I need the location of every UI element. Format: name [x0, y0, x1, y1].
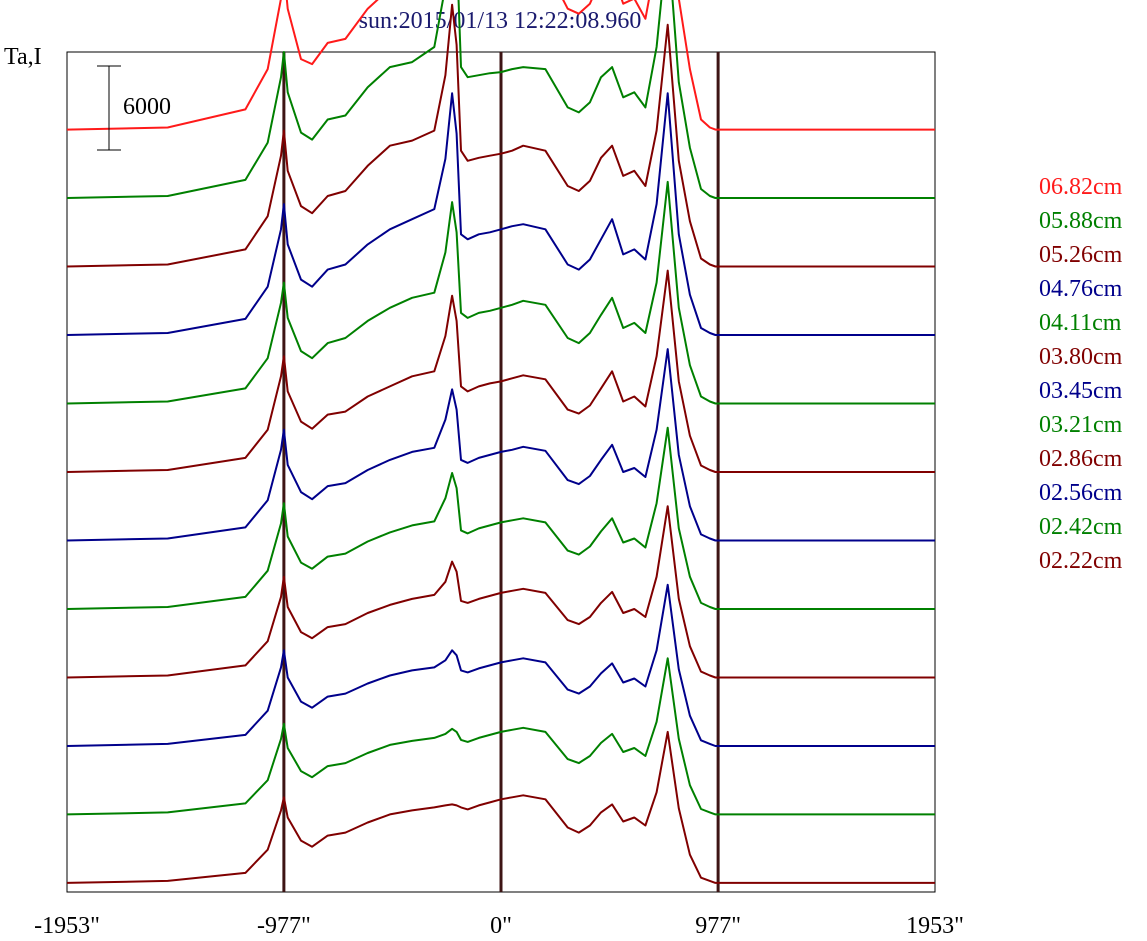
series-line-02.22cm [66, 730, 935, 884]
series-line-02.42cm [66, 657, 935, 816]
series-line-03.45cm [66, 348, 935, 542]
x-tick-label-0: -1953" [34, 913, 100, 939]
series-line-02.56cm [66, 583, 935, 747]
series-line-06.82cm [66, 0, 935, 131]
legend-entry-02.86cm: 02.86cm [1039, 446, 1123, 472]
scale-bar-label: 6000 [123, 94, 171, 120]
legend-entry-03.45cm: 03.45cm [1039, 378, 1123, 404]
series-line-02.86cm [66, 505, 935, 679]
x-tick-label-3: 977" [695, 913, 741, 939]
legend-entry-04.76cm: 04.76cm [1039, 276, 1123, 302]
legend-entry-06.82cm: 06.82cm [1039, 174, 1123, 200]
legend-entry-02.56cm: 02.56cm [1039, 480, 1123, 506]
x-tick-label-4: 1953" [906, 913, 964, 939]
legend-entry-03.21cm: 03.21cm [1039, 412, 1123, 438]
chart-title: sun:2015/01/13 12:22:08.960 [359, 8, 642, 34]
x-tick-label-1: -977" [257, 913, 311, 939]
series-line-03.80cm [66, 269, 935, 473]
legend-entry-02.22cm: 02.22cm [1039, 548, 1123, 574]
x-tick-label-2: 0" [490, 913, 512, 939]
y-axis-label: Ta,I [4, 44, 42, 70]
series-line-04.76cm [66, 92, 935, 336]
legend-entry-04.11cm: 04.11cm [1039, 310, 1122, 336]
series-line-05.26cm [66, 3, 935, 268]
series-line-05.88cm [66, 0, 935, 199]
legend-entry-02.42cm: 02.42cm [1039, 514, 1123, 540]
legend-entry-03.80cm: 03.80cm [1039, 344, 1123, 370]
series-line-03.21cm [66, 426, 935, 610]
legend-entry-05.88cm: 05.88cm [1039, 208, 1123, 234]
scale-bar: 6000 [97, 65, 171, 151]
legend-entry-05.26cm: 05.26cm [1039, 242, 1123, 268]
series-line-04.11cm [66, 180, 935, 405]
